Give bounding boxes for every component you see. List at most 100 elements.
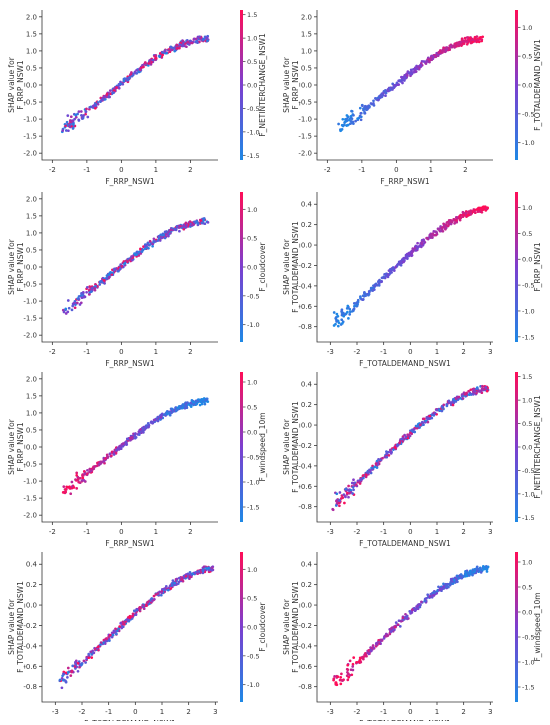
scatter-point xyxy=(128,616,132,620)
scatter-point xyxy=(131,612,135,616)
x-tick-label: 0 xyxy=(394,166,398,174)
scatter-point xyxy=(132,609,136,613)
scatter-point xyxy=(457,395,461,399)
scatter-point xyxy=(108,639,111,642)
colorbar-label: F_NETINTERCHANGE_NSW1 xyxy=(533,395,542,499)
scatter-point xyxy=(363,654,366,658)
scatter-point xyxy=(419,64,423,68)
scatter-point xyxy=(451,219,454,223)
scatter-point xyxy=(411,430,415,433)
scatter-point xyxy=(105,92,109,96)
scatter-point xyxy=(484,386,488,389)
scatter-point xyxy=(130,435,134,439)
scatter-point xyxy=(65,120,69,124)
scatter-point xyxy=(150,599,154,603)
scatter-point xyxy=(178,46,181,50)
scatter-point xyxy=(352,656,356,659)
scatter-point xyxy=(135,253,138,256)
dependence-plot-7: -3 -2 -1 0 1 2 3 -0.8 -0.6 -0.4 -0.2 0.0 0.2 0.4 F_TOT… xyxy=(7,552,267,725)
x-tick-label: -1 xyxy=(380,528,387,536)
scatter-point xyxy=(75,471,79,475)
y-tick-label: 1.0 xyxy=(301,47,312,55)
scatter-point xyxy=(431,232,435,236)
y-tick-label: 0.4 xyxy=(301,381,313,389)
x-axis-label: F_RRP_NSW1 xyxy=(105,539,155,548)
x-tick-label: -1 xyxy=(380,708,387,716)
scatter-point xyxy=(74,478,77,481)
scatter-point xyxy=(200,221,204,225)
scatter-point xyxy=(135,72,139,75)
scatter-point xyxy=(160,51,164,54)
scatter-point xyxy=(476,387,479,391)
scatter-point xyxy=(142,607,146,611)
x-tick-label: 1 xyxy=(435,528,439,536)
scatter-point xyxy=(81,476,85,480)
dependence-plot-6: -3 -2 -1 0 1 2 3 -0.8 -0.6 -0.4 -0.2 0.0 0.2 0.4 F_TOT… xyxy=(282,372,542,548)
scatter-point xyxy=(209,568,213,571)
axes-spines xyxy=(316,10,493,161)
scatter-point xyxy=(375,643,378,646)
x-tick-label: 2 xyxy=(463,166,467,174)
scatter-point xyxy=(103,95,106,98)
colorbar-tick-label: -1.5 xyxy=(522,333,535,341)
scatter-point xyxy=(476,210,480,214)
scatter-point xyxy=(395,81,399,85)
scatter-point xyxy=(126,437,130,441)
scatter-point xyxy=(346,310,349,314)
scatter-point xyxy=(346,488,350,492)
scatter-point xyxy=(457,44,461,48)
scatter-point xyxy=(449,45,452,48)
scatter-point xyxy=(152,237,156,241)
colorbar-tick-label: -0.5 xyxy=(522,110,535,118)
scatter-point xyxy=(122,79,126,83)
y-tick-label: -2.0 xyxy=(298,150,312,158)
scatter-point xyxy=(346,668,350,672)
scatter-point xyxy=(418,605,422,609)
scatter-point xyxy=(75,301,79,305)
scatter-point xyxy=(196,41,199,45)
scatter-point xyxy=(407,433,411,437)
scatter-point xyxy=(339,676,343,679)
y-tick-label: 0.2 xyxy=(26,581,37,589)
colorbar-tick-label: -0.5 xyxy=(522,467,535,475)
scatter-point xyxy=(207,566,210,570)
x-tick-label: 0 xyxy=(408,348,412,356)
scatter-point xyxy=(344,487,347,491)
scatter-point xyxy=(195,402,198,406)
scatter-point xyxy=(455,218,458,222)
scatter-point xyxy=(82,659,86,663)
scatter-point xyxy=(412,606,416,610)
scatter-point xyxy=(335,312,339,316)
scatter-point xyxy=(478,390,482,393)
scatter-point xyxy=(198,403,202,407)
scatter-point xyxy=(192,37,196,41)
scatter-point xyxy=(350,109,353,113)
y-tick-label: 0.2 xyxy=(301,221,312,229)
scatter-point xyxy=(445,404,449,408)
scatter-point xyxy=(479,571,483,574)
scatter-point xyxy=(94,284,97,288)
y-tick-label: -1.0 xyxy=(23,298,37,306)
scatter-point xyxy=(340,308,344,312)
scatter-point xyxy=(133,252,136,255)
colorbar xyxy=(515,372,518,522)
scatter-point xyxy=(77,480,81,484)
scatter-point xyxy=(74,663,78,666)
scatter-point xyxy=(124,440,128,444)
scatter-point xyxy=(141,426,145,430)
y-axis-label-line: F_TOTALDEMAND_NSW1 xyxy=(291,221,300,313)
scatter-point xyxy=(440,405,444,409)
scatter-point xyxy=(175,577,179,581)
scatter-point xyxy=(166,232,170,236)
scatter-point xyxy=(173,49,177,53)
y-tick-label: -0.2 xyxy=(23,622,37,630)
scatter-point xyxy=(84,661,87,664)
colorbar-tick-label: 1.0 xyxy=(247,206,257,214)
scatter-point xyxy=(409,431,412,435)
colorbar xyxy=(240,10,243,160)
scatter-point xyxy=(87,652,91,656)
scatter-point xyxy=(426,237,429,241)
scatter-point xyxy=(170,48,173,52)
scatter-point xyxy=(437,51,441,55)
scatter-point xyxy=(413,609,417,613)
